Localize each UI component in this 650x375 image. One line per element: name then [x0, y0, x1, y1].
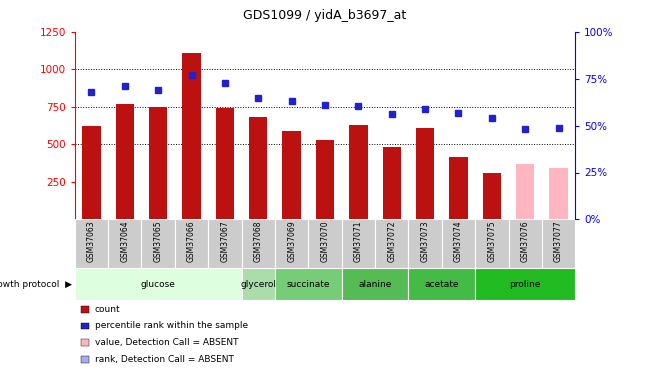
Bar [375, 219, 408, 268]
Text: GSM37066: GSM37066 [187, 221, 196, 262]
Text: GSM37065: GSM37065 [153, 221, 162, 262]
Bar [442, 219, 475, 268]
Bar [408, 268, 475, 300]
Text: GSM37072: GSM37072 [387, 221, 396, 262]
Text: succinate: succinate [287, 280, 330, 289]
Bar [342, 268, 408, 300]
Text: GSM37069: GSM37069 [287, 221, 296, 262]
Text: value, Detection Call = ABSENT: value, Detection Call = ABSENT [95, 338, 238, 347]
Bar [342, 219, 375, 268]
Text: GSM37067: GSM37067 [220, 221, 229, 262]
Bar [216, 108, 234, 219]
Bar [242, 268, 275, 300]
Bar [383, 147, 401, 219]
Text: growth protocol  ▶: growth protocol ▶ [0, 280, 72, 289]
Bar [75, 268, 242, 300]
Text: count: count [95, 305, 120, 314]
Text: GSM37071: GSM37071 [354, 221, 363, 262]
Bar [542, 219, 575, 268]
Text: GSM37070: GSM37070 [320, 221, 330, 262]
Text: GSM37075: GSM37075 [488, 221, 497, 262]
Bar [516, 164, 534, 219]
Bar [108, 219, 142, 268]
Text: GSM37073: GSM37073 [421, 221, 430, 262]
Bar [275, 268, 342, 300]
Text: acetate: acetate [424, 280, 459, 289]
Bar [283, 131, 301, 219]
Text: alanine: alanine [358, 280, 392, 289]
Text: GSM37063: GSM37063 [87, 221, 96, 262]
Bar [242, 219, 275, 268]
Text: GSM37074: GSM37074 [454, 221, 463, 262]
Bar [75, 219, 108, 268]
Bar [275, 219, 308, 268]
Text: glucose: glucose [141, 280, 176, 289]
Bar [349, 125, 367, 219]
Bar [249, 117, 267, 219]
Bar [316, 140, 334, 219]
Text: GSM37076: GSM37076 [521, 221, 530, 262]
Bar [475, 268, 575, 300]
Bar [475, 219, 508, 268]
Text: GSM37077: GSM37077 [554, 221, 563, 262]
Text: percentile rank within the sample: percentile rank within the sample [95, 321, 248, 330]
Bar [208, 219, 242, 268]
Text: GDS1099 / yidA_b3697_at: GDS1099 / yidA_b3697_at [243, 9, 407, 22]
Bar [408, 219, 442, 268]
Text: rank, Detection Call = ABSENT: rank, Detection Call = ABSENT [95, 355, 233, 364]
Bar [449, 157, 467, 219]
Bar [142, 219, 175, 268]
Bar [508, 219, 542, 268]
Text: GSM37068: GSM37068 [254, 221, 263, 262]
Bar [308, 219, 342, 268]
Text: GSM37064: GSM37064 [120, 221, 129, 262]
Text: proline: proline [510, 280, 541, 289]
Bar [116, 104, 134, 219]
Bar [149, 107, 167, 219]
Bar [416, 128, 434, 219]
Bar [483, 173, 501, 219]
Bar [549, 168, 567, 219]
Bar [175, 219, 208, 268]
Bar [183, 53, 201, 219]
Text: glycerol: glycerol [240, 280, 276, 289]
Bar [83, 126, 101, 219]
